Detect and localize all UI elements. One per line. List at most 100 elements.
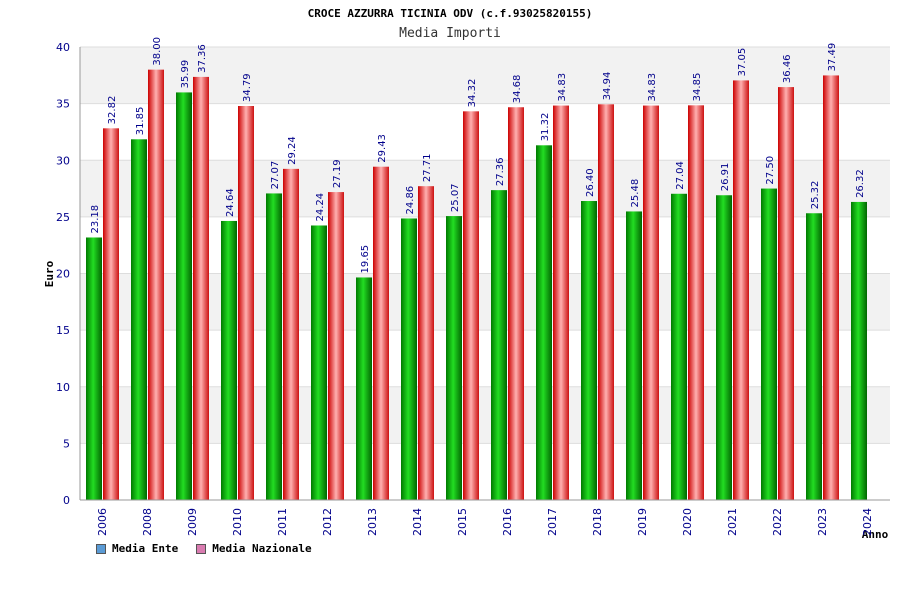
y-tick-label: 0 [63,494,70,507]
x-tick-label-2019: 2019 [636,508,649,536]
value-label-media-nazionale-2013: 29.43 [377,134,388,163]
value-label-media-ente-2014: 24.86 [405,186,416,215]
y-tick-label: 25 [56,211,70,224]
legend-label-media-ente: Media Ente [112,542,179,555]
bar-media-ente-2024 [851,201,867,500]
bar-media-ente-2019 [626,211,642,500]
legend: Media Ente Media Nazionale [96,542,312,555]
grid-bands [80,47,890,500]
bar-media-nazionale-2009 [193,76,209,500]
x-tick-label-2009: 2009 [186,508,199,536]
grid-band [80,330,890,387]
value-label-media-ente-2016: 27.36 [495,158,506,187]
value-label-media-nazionale-2008: 38.00 [152,37,163,66]
bar-media-ente-2021 [716,195,732,500]
value-label-media-ente-2011: 27.07 [270,161,281,190]
bar-media-nazionale-2016 [508,107,524,501]
x-tick-label-2017: 2017 [546,508,559,536]
bar-media-ente-2022 [761,188,777,500]
value-label-media-ente-2006: 23.18 [90,205,101,234]
bar-media-nazionale-2021 [733,80,749,500]
value-label-media-nazionale-2012: 27.19 [332,159,343,188]
value-label-media-nazionale-2018: 34.94 [602,72,613,101]
grid-band [80,160,890,217]
bar-media-nazionale-2017 [553,105,569,501]
y-axis-ticks: 0 5 10 15 20 25 30 35 40 [56,41,70,507]
value-label-media-ente-2020: 27.04 [675,161,686,190]
value-label-media-ente-2015: 25.07 [450,183,461,212]
value-label-media-nazionale-2014: 27.71 [422,154,433,183]
bar-media-ente-2006 [86,237,102,500]
bar-media-ente-2017 [536,145,552,500]
x-tick-label-2015: 2015 [456,508,469,536]
value-labels: 23.18 32.82 31.85 38.00 35.99 37.36 24.64 34.79… [90,37,866,273]
bar-media-nazionale-2008 [148,69,164,501]
bar-media-nazionale-2019 [643,105,659,501]
value-label-media-nazionale-2020: 34.85 [692,73,703,102]
x-tick-label-2024: 2024 [861,508,874,536]
bar-media-ente-2018 [581,201,597,500]
y-axis-label: Euro [43,260,56,287]
x-tick-label-2011: 2011 [276,508,289,536]
bar-media-ente-2009 [176,92,192,500]
y-tick-label: 5 [63,437,70,450]
bar-media-nazionale-2023 [823,75,839,500]
bar-media-ente-2020 [671,193,687,500]
legend-item-media-ente: Media Ente [96,542,178,555]
bar-media-ente-2008 [131,139,147,500]
legend-item-media-nazionale: Media Nazionale [196,542,312,555]
bar-media-nazionale-2011 [283,168,299,500]
y-tick-label: 15 [56,324,70,337]
bar-media-nazionale-2022 [778,87,794,500]
x-tick-label-2006: 2006 [96,508,109,536]
bar-media-ente-2012 [311,225,327,500]
x-tick-label-2008: 2008 [141,508,154,536]
value-label-media-nazionale-2006: 32.82 [107,96,118,125]
x-tick-label-2020: 2020 [681,508,694,536]
x-axis-label: Anno [862,528,889,541]
value-label-media-ente-2017: 31.32 [540,113,551,142]
legend-swatch-media-nazionale [196,543,207,554]
bar-media-nazionale-2006 [103,128,119,500]
x-tick-label-2018: 2018 [591,508,604,536]
bar-media-nazionale-2015 [463,111,479,501]
value-label-media-nazionale-2011: 29.24 [287,136,298,165]
bar-media-ente-2023 [806,213,822,500]
value-label-media-nazionale-2022: 36.46 [782,54,793,83]
value-label-media-ente-2012: 24.24 [315,193,326,222]
x-axis-ticks: 2006 2008 2009 2010 2011 2012 2013 2014 2015 2016… [96,508,874,536]
grid-band [80,47,890,104]
x-tick-label-2013: 2013 [366,508,379,536]
bar-media-ente-2011 [266,193,282,500]
value-label-media-ente-2019: 25.48 [630,179,641,208]
x-tick-label-2023: 2023 [816,508,829,536]
x-tick-label-2014: 2014 [411,508,424,536]
bar-media-nazionale-2014 [418,186,434,500]
bar-media-nazionale-2018 [598,104,614,500]
bar-media-ente-2010 [221,220,237,500]
chart-subtitle: Media Importi [399,26,501,41]
bar-media-ente-2016 [491,190,507,500]
value-label-media-nazionale-2016: 34.68 [512,75,523,104]
y-tick-label: 35 [56,98,70,111]
value-label-media-nazionale-2015: 34.32 [467,79,478,108]
value-label-media-nazionale-2023: 37.49 [827,43,838,72]
value-label-media-ente-2022: 27.50 [765,156,776,185]
value-label-media-nazionale-2017: 34.83 [557,73,568,102]
bar-media-ente-2015 [446,216,462,500]
grid-band [80,103,890,161]
legend-swatch-media-ente [96,543,106,554]
x-tick-label-2016: 2016 [501,508,514,536]
grid-band [80,443,890,500]
x-tick-label-2021: 2021 [726,508,739,536]
grid-band [80,273,890,331]
value-label-media-nazionale-2010: 34.79 [242,73,253,102]
value-label-media-ente-2018: 26.40 [585,168,596,197]
value-label-media-ente-2021: 26.91 [720,163,731,192]
bar-media-nazionale-2010 [238,106,254,501]
value-label-media-ente-2013: 19.65 [360,245,371,274]
y-tick-label: 30 [56,154,70,167]
grid-band [80,386,890,444]
grid-band [80,216,890,274]
